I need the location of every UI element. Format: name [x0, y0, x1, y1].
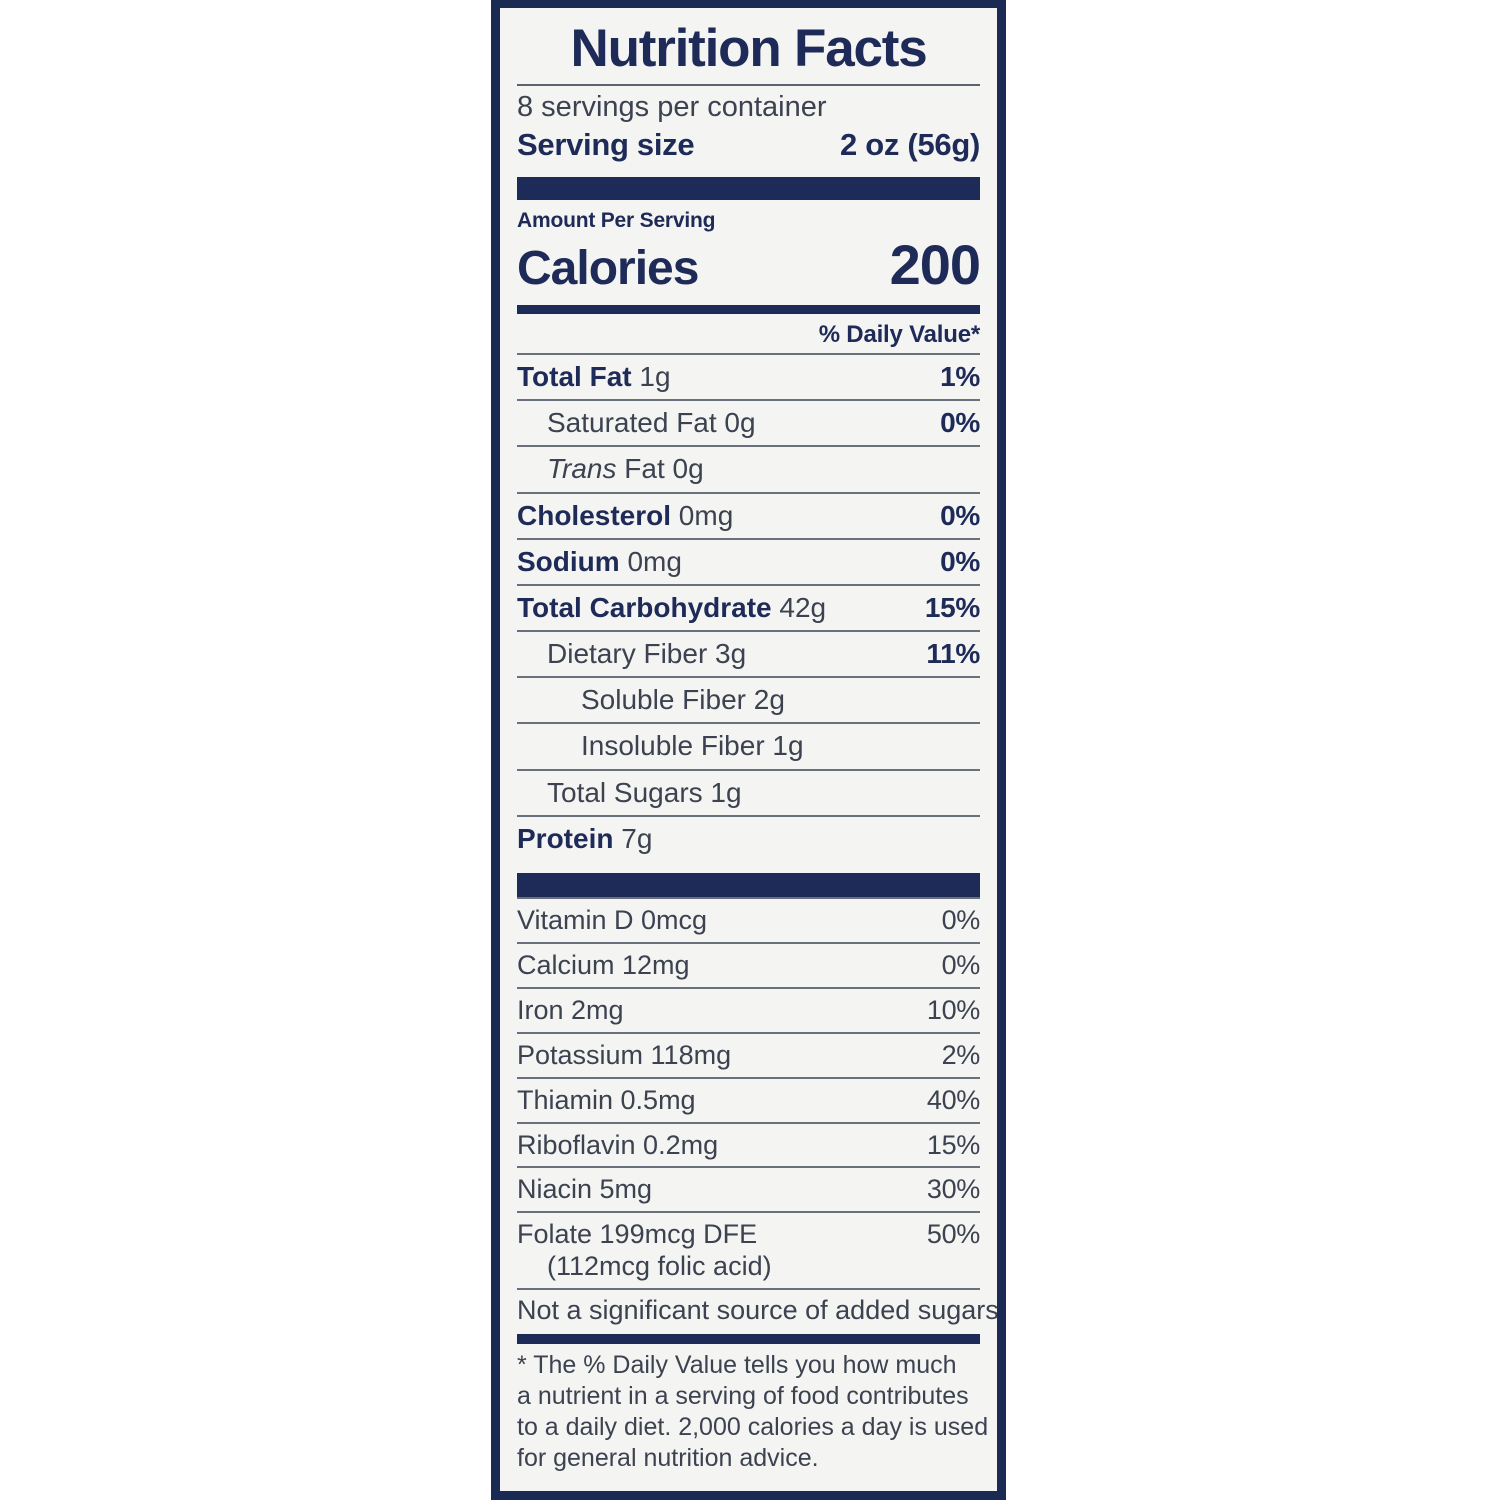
nutrient-label: Dietary Fiber 3g	[547, 638, 747, 670]
daily-value-header: % Daily Value*	[818, 321, 980, 349]
nutrient-daily-value: 0%	[940, 499, 980, 531]
nutrient-row: Soluble Fiber 2g	[517, 676, 980, 722]
title-divider	[517, 84, 980, 86]
vitamin-row-wrap: Niacin 5mg 30%	[517, 1166, 980, 1211]
serving-size-label: Serving size	[517, 127, 695, 163]
vitamin-daily-value: 30%	[926, 1174, 980, 1205]
nutrient-row: Protein 7g	[517, 814, 980, 861]
nutrient-list: Total Fat 1g 1% Saturated Fat 0g 0% Trans Fa…	[517, 353, 980, 861]
nutrient-row: Total Sugars 1g	[517, 768, 980, 815]
calories-label: Calories	[517, 242, 699, 296]
page-title: Nutrition Facts	[570, 19, 928, 78]
vitamin-label: Niacin 5mg	[517, 1174, 653, 1205]
vitamin-row-wrap: Riboflavin 0.2mg 15%	[517, 1121, 980, 1167]
nutrient-daily-value: 15%	[924, 591, 980, 623]
vitamin-row: Riboflavin 0.2mg 15%	[517, 1121, 980, 1167]
vitamin-daily-value: 40%	[926, 1084, 980, 1115]
footnote-line-1: * The % Daily Value tells you how much	[517, 1351, 957, 1380]
nutrient-label: Soluble Fiber 2g	[581, 684, 785, 716]
nutrition-facts-inner: Nutrition Facts 8 servings per container…	[500, 8, 997, 1491]
nutrient-label: Insoluble Fiber 1g	[581, 730, 804, 762]
vitamin-row: Calcium 12mg 0%	[517, 941, 981, 987]
vitamin-row-wrap: Vitamin D 0mcg 0%	[517, 896, 981, 942]
vitamin-row-wrap: Calcium 12mg 0%	[517, 941, 981, 987]
vitamin-label: Folate 199mcg DFE	[517, 1219, 758, 1250]
vitamin-row-wrap: Potassium 118mg 2%	[517, 1031, 981, 1077]
nutrient-row: Trans Fat 0g	[517, 445, 980, 491]
nutrient-daily-value: 11%	[926, 638, 980, 670]
vitamin-list: Vitamin D 0mcg 0% Calcium 12mg 0% Iron 2mg 10…	[517, 896, 981, 1289]
footnote-line-2: a nutrient in a serving of food contribu…	[517, 1382, 969, 1411]
calories-value: 200	[889, 233, 981, 297]
footnote-divider	[517, 1334, 980, 1345]
vitamin-row: Potassium 118mg 2%	[517, 1031, 981, 1077]
nutrient-label: Total Carbohydrate 42g	[517, 591, 827, 623]
serving-size-row: Serving size 2 oz (56g)	[517, 124, 980, 163]
nutrition-facts-panel: Nutrition Facts 8 servings per container…	[491, 0, 1006, 1500]
nutrient-label: Trans Fat 0g	[547, 453, 704, 485]
daily-value-footnote: * The % Daily Value tells you how much a…	[517, 1344, 989, 1474]
vitamin-row: Niacin 5mg 30%	[517, 1166, 980, 1211]
vitamin-row-wrap: Iron 2mg 10%	[517, 986, 980, 1032]
vitamin-row: Iron 2mg 10%	[517, 986, 980, 1032]
nutrient-label: Total Fat 1g	[517, 361, 671, 393]
footnote-line-4: for general nutrition advice.	[517, 1444, 819, 1473]
vitamin-daily-value: 10%	[926, 994, 980, 1025]
amount-per-serving-label: Amount Per Serving	[517, 209, 716, 233]
calories-divider	[517, 305, 980, 315]
not-significant-source-note: Not a significant source of added sugars…	[517, 1288, 997, 1326]
calories-row: Calories 200	[517, 233, 981, 297]
vitamin-daily-value: 0%	[941, 904, 981, 935]
header-thick-divider	[517, 177, 980, 201]
serving-size-value: 2 oz (56g)	[840, 127, 980, 163]
vitamin-row-wrap: Thiamin 0.5mg 40%	[517, 1076, 980, 1122]
vitamin-daily-value: 2%	[941, 1039, 981, 1070]
nutrient-label: Saturated Fat 0g	[547, 407, 756, 439]
vitamin-label: Potassium 118mg	[517, 1039, 732, 1070]
nutrient-label: Total Sugars 1g	[547, 776, 742, 808]
nutrient-row: Dietary Fiber 3g 11%	[517, 630, 980, 676]
vitamin-row: Thiamin 0.5mg 40%	[517, 1076, 980, 1122]
nutrient-row: Total Fat 1g 1%	[517, 353, 980, 399]
vitamins-thick-divider	[517, 872, 980, 897]
nutrient-daily-value: 0%	[940, 407, 980, 439]
nutrient-daily-value: 1%	[940, 361, 980, 393]
nutrient-daily-value: 0%	[940, 545, 980, 577]
servings-per-container: 8 servings per container	[517, 91, 827, 123]
vitamin-label: Calcium 12mg	[517, 949, 690, 980]
nutrient-row: Insoluble Fiber 1g	[517, 722, 980, 768]
vitamin-label: Vitamin D 0mcg	[517, 904, 708, 935]
vitamin-label: Thiamin 0.5mg	[517, 1084, 696, 1115]
footnote-line-3: to a daily diet. 2,000 calories a day is…	[517, 1413, 989, 1442]
nutrient-row: Sodium 0mg 0%	[517, 537, 980, 584]
vitamin-label: Iron 2mg	[517, 994, 624, 1025]
vitamin-daily-value: 15%	[926, 1129, 980, 1160]
nutrient-row: Saturated Fat 0g 0%	[517, 399, 980, 445]
vitamin-daily-value: 50%	[926, 1219, 980, 1250]
vitamin-daily-value: 0%	[941, 949, 981, 980]
nutrient-label: Protein 7g	[517, 822, 653, 854]
vitamin-row: Folate 199mcg DFE 50%	[517, 1211, 980, 1251]
vitamin-sub-label: (112mcg folic acid)	[547, 1251, 772, 1282]
vitamin-row: Vitamin D 0mcg 0%	[517, 896, 981, 942]
vitamin-label: Riboflavin 0.2mg	[517, 1129, 719, 1160]
nutrient-row: Cholesterol 0mg 0%	[517, 491, 980, 538]
nutrient-row: Total Carbohydrate 42g 15%	[517, 583, 980, 630]
vitamin-row-wrap: Folate 199mcg DFE 50% (112mcg folic acid)	[517, 1211, 980, 1288]
nutrient-label: Cholesterol 0mg	[517, 499, 734, 531]
nutrient-label: Sodium 0mg	[517, 545, 682, 577]
